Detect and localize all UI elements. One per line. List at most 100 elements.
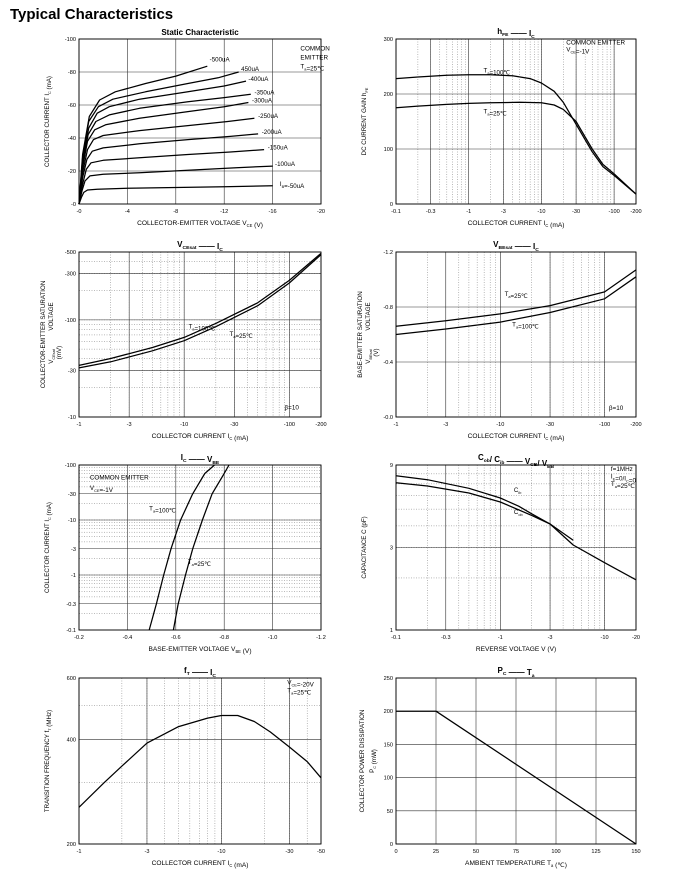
x-tick-label: -4 [125, 209, 130, 215]
series-line [78, 165, 273, 205]
y-axis-label: TRANSITION FREQUENCY fT (MHz) [44, 710, 53, 812]
series-line [78, 254, 322, 369]
series-label: -400uA [248, 76, 269, 83]
x-tick-label: -0.1 [391, 635, 401, 641]
x-tick-label: -12 [220, 209, 228, 215]
y-tick-label: -100 [65, 37, 76, 43]
plot-frame [78, 251, 322, 418]
y-tick-label: -1 [71, 573, 76, 579]
y-tick-label: -500 [65, 250, 76, 256]
annotation: Ta=25℃ [611, 481, 635, 490]
y-tick-label: -0 [71, 202, 76, 208]
series-line [148, 464, 215, 631]
y-axis-label: CAPACITANCE C (pF) [361, 516, 368, 578]
x-tick-label: -20 [632, 635, 640, 641]
x-tick-label: -8 [173, 209, 178, 215]
x-tick-label: -10 [537, 209, 545, 215]
y-tick-label: -40 [68, 136, 76, 142]
x-tick-label: -50 [317, 849, 325, 855]
chart-static: -0 -4 -8 -12 -16 -20 -0 -20 -40 -60 -80 -100 Static … [44, 28, 330, 229]
page-title: Typical Characteristics [10, 6, 174, 23]
y-tick-label: -30 [68, 492, 76, 498]
x-tick-label: 150 [631, 849, 640, 855]
chart-vbesat: -1 -3 -10 -30 -100 -200 -0.0 -0.4 -0.8 -1.2 VBEsat… [357, 240, 642, 442]
y-tick-label: 600 [67, 676, 76, 682]
y-tick-label: 0 [390, 202, 393, 208]
x-tick-label: -0.1 [391, 209, 401, 215]
x-tick-label: -100 [284, 422, 295, 428]
chart-title: PC —— Ta [497, 666, 534, 679]
series-label: -250uA [258, 113, 279, 120]
y-tick-label: 100 [384, 776, 393, 782]
y-axis-label: BASE-EMITTER SATURATION [357, 291, 364, 377]
y-axis-label: VOLTAGE [48, 302, 55, 330]
x-tick-label: -30 [230, 422, 238, 428]
plot-frame [78, 38, 322, 205]
chart-title: hFE —— IC [497, 27, 535, 40]
y-axis-symbol: VBEsat [365, 348, 373, 363]
x-axis-label: COLLECTOR CURRENT IC (mA) [468, 220, 565, 229]
plot-frame [395, 464, 637, 631]
y-axis-unit: PC (mW) [369, 749, 378, 773]
x-tick-label: 50 [473, 849, 479, 855]
x-axis-label: AMBIENT TEMPERATURE Ta (℃) [465, 860, 567, 869]
y-axis-label: COLLECTOR POWER DISSIPATION [359, 710, 366, 813]
y-tick-label: -30 [68, 369, 76, 375]
chart-ft: -1 -3 -10 -30 -50 200 400 600 fT —— IC COLLECTOR … [44, 666, 325, 869]
chart-title: Static Characteristic [161, 28, 239, 37]
x-tick-label: 100 [551, 849, 560, 855]
series-label: Ta=25℃ [505, 291, 528, 300]
chart-title: VBEsat —— IC [493, 240, 539, 253]
series-line [78, 117, 255, 205]
y-tick-label: 200 [384, 709, 393, 715]
series-label: Cob [514, 509, 523, 517]
y-axis-label: COLLECTOR CURRENT IC (mA) [44, 502, 53, 593]
y-tick-label: -0.4 [383, 360, 393, 366]
y-tick-label: 100 [384, 147, 393, 153]
x-tick-label: -1 [466, 209, 471, 215]
series-label: Ta=25℃ [230, 331, 253, 340]
y-tick-label: -10 [68, 415, 76, 421]
x-tick-label: -3 [144, 849, 149, 855]
y-tick-label: 400 [67, 737, 76, 743]
plot-frame [78, 464, 322, 631]
series-line [172, 464, 230, 631]
series-label: Ta=25℃ [484, 108, 507, 117]
x-tick-label: -30 [285, 849, 293, 855]
series-label: Ta=100℃ [484, 68, 511, 77]
y-tick-label: -3 [71, 547, 76, 553]
series-label: Ta=100℃ [149, 505, 176, 514]
series-label: -350uA [254, 89, 275, 96]
chart-capacitance: -0.1 -0.3 -1 -3 -10 -20 1 3 9 Cob/ Cib —— VCB/ VE… [361, 453, 640, 653]
series-line [395, 74, 637, 195]
y-tick-label: -100 [65, 318, 76, 324]
series-line [395, 276, 637, 336]
x-tick-label: -1 [77, 422, 82, 428]
series-label: -100uA [275, 161, 296, 168]
y-tick-label: -100 [65, 463, 76, 469]
x-tick-label: -0.3 [441, 635, 451, 641]
grid [78, 251, 322, 418]
y-tick-label: 150 [384, 742, 393, 748]
annotation: β=10 [609, 405, 624, 412]
y-tick-label: -10 [68, 518, 76, 524]
series-label: IB=-50uA [280, 181, 305, 190]
grid [78, 677, 322, 845]
y-tick-label: 3 [390, 546, 393, 552]
plot-frame [78, 677, 322, 845]
x-tick-label: 25 [433, 849, 439, 855]
grid [395, 251, 637, 418]
annotation: Ta=25℃ [300, 64, 324, 73]
y-tick-label: -0.0 [383, 415, 393, 421]
series-line [78, 148, 265, 205]
x-tick-label: -20 [317, 209, 325, 215]
series-label: -150uA [268, 145, 289, 152]
x-tick-label: -0 [77, 209, 82, 215]
annotation: COMMON EMITTER [90, 474, 149, 481]
y-tick-label: -300 [65, 272, 76, 278]
series-label: Ta=100℃ [189, 323, 216, 332]
annotation: EMITTER [300, 55, 328, 62]
y-tick-label: 9 [390, 463, 393, 469]
chart-title: IC —— VBE [181, 453, 220, 466]
